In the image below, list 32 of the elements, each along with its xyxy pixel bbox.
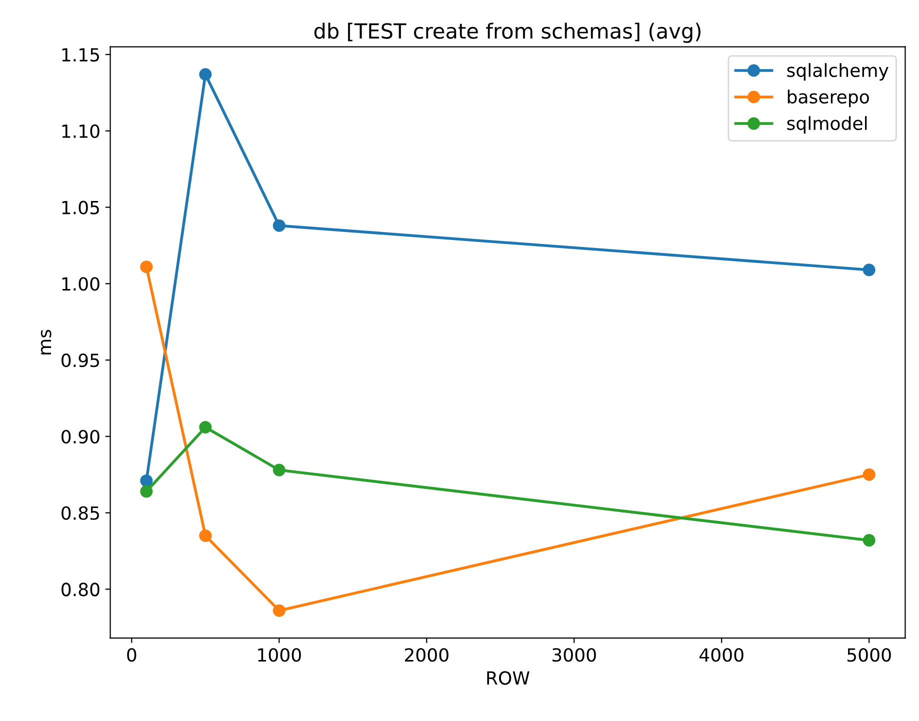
- legend-label: sqlalchemy: [787, 63, 888, 81]
- y-tick-label: 0.85: [62, 506, 99, 520]
- point: [199, 529, 212, 542]
- point: [199, 68, 212, 81]
- point: [862, 264, 876, 276]
- x-tick-label: 4000: [700, 648, 744, 662]
- y-tick-label: 0.80: [62, 582, 100, 596]
- x-tick-label: 5000: [848, 648, 891, 662]
- chart-title: db [TEST create from schemas] (avg): [314, 22, 700, 43]
- x-tick-label: 2000: [404, 648, 448, 662]
- x-tick-label: 0: [127, 648, 136, 662]
- y-tick-label: 1.05: [62, 200, 99, 214]
- point: [140, 485, 153, 498]
- y-tick-label: 0.95: [62, 354, 99, 368]
- point: [862, 468, 876, 481]
- y-tick-label: 1.15: [62, 48, 99, 62]
- point: [272, 604, 286, 617]
- point: [140, 474, 153, 487]
- y-axis-title: ms: [40, 330, 52, 354]
- y-tick-label: 0.90: [62, 430, 100, 444]
- point: [199, 421, 212, 434]
- point: [272, 464, 286, 476]
- legend-label: baserepo: [788, 90, 869, 108]
- x-axis-title: ROW: [487, 671, 530, 685]
- legend-label: sqlmodel: [787, 116, 867, 134]
- x-tick-label: 3000: [552, 648, 596, 662]
- x-tick-label: 1000: [258, 648, 301, 662]
- point: [862, 534, 876, 547]
- point: [272, 219, 286, 232]
- y-tick-label: 1.00: [62, 277, 100, 291]
- y-tick-label: 1.10: [62, 124, 100, 138]
- point: [140, 260, 153, 274]
